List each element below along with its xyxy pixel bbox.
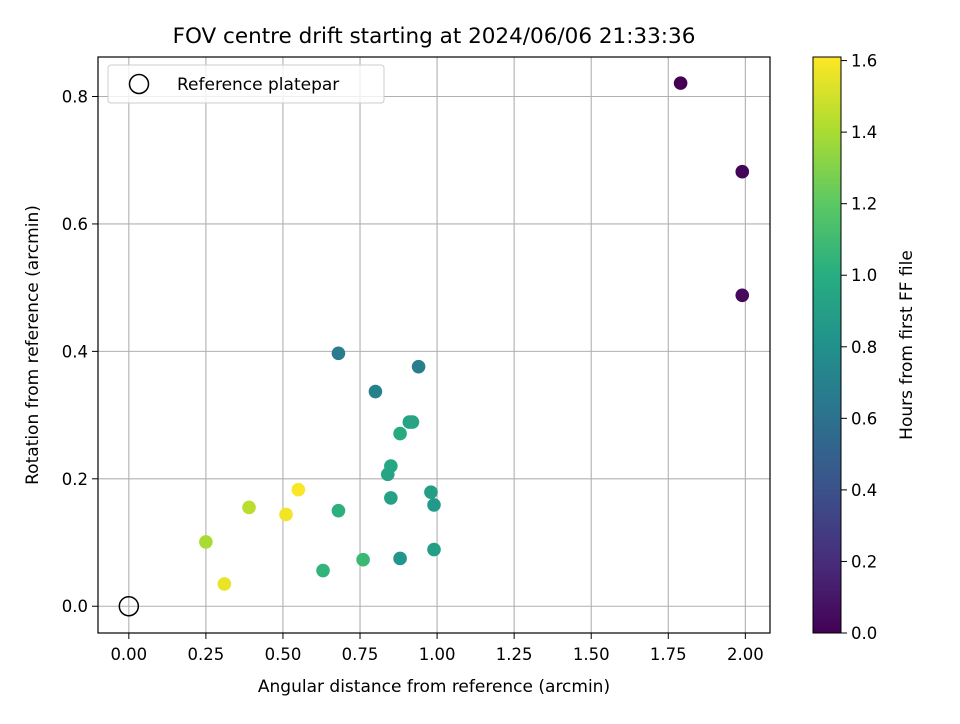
data-point (368, 384, 383, 399)
legend-label: Reference platepar (177, 75, 339, 95)
data-point (427, 498, 441, 512)
data-point (380, 467, 395, 482)
legend-box (107, 64, 385, 104)
colorbar-tick-label: 0.4 (851, 481, 877, 500)
x-tick-label: 2.00 (727, 645, 764, 664)
x-tick-label: 1.25 (496, 645, 533, 664)
y-tick-label: 0.4 (62, 342, 88, 361)
data-point (217, 577, 232, 591)
y-tick-label: 0.6 (62, 215, 88, 234)
data-point (356, 552, 370, 567)
colorbar-tick-label: 0.0 (851, 624, 877, 643)
colorbar-tick-label: 0.2 (851, 552, 877, 571)
colorbar-tick-label: 0.6 (851, 409, 877, 428)
data-point (424, 485, 438, 499)
reference-point (118, 595, 140, 617)
x-tick-label: 0.75 (342, 645, 379, 664)
x-axis-ticks: 0.00 0.25 0.50 0.75 1.00 1.25 1.50 1.75 2.00 (110, 633, 764, 664)
data-point (316, 563, 330, 578)
data-point (384, 491, 398, 505)
data-point (331, 503, 346, 518)
data-point (405, 415, 420, 429)
colorbar-tick-label: 1.4 (851, 123, 877, 142)
data-point (735, 288, 750, 303)
legend-marker (128, 73, 150, 95)
x-tick-label: 0.25 (188, 645, 225, 664)
data-point (673, 76, 688, 90)
y-tick-label: 0.8 (62, 88, 88, 107)
x-tick-label: 1.50 (573, 645, 610, 664)
data-point (393, 551, 407, 566)
chart-title: FOV centre drift starting at 2024/06/06 … (173, 24, 696, 49)
x-tick-label: 0.50 (265, 645, 302, 664)
colorbar-tick-label: 1.2 (851, 195, 877, 214)
colorbar-tick-label: 1.6 (851, 52, 877, 71)
colorbar-tick-label: 0.8 (851, 338, 877, 357)
data-point (242, 500, 256, 515)
data-points (118, 76, 750, 617)
y-axis-ticks: 0.0 0.2 0.4 0.6 0.8 (62, 88, 98, 616)
y-axis-label: Rotation from reference (arcmin) (23, 205, 43, 485)
colorbar-label: Hours from first FF file (897, 250, 917, 440)
colorbar: 0.0 0.2 0.4 0.6 0.8 1.0 1.2 1.4 1.6 Hours from f… (812, 52, 917, 643)
data-point (291, 482, 306, 497)
x-tick-label: 1.75 (650, 645, 687, 664)
x-tick-label: 0.00 (110, 645, 147, 664)
grid-lines (98, 57, 770, 633)
data-point (331, 346, 346, 361)
y-tick-label: 0.0 (62, 597, 88, 616)
y-tick-label: 0.2 (62, 470, 88, 489)
data-point (411, 359, 426, 374)
colorbar-gradient (812, 56, 842, 634)
data-point (427, 542, 441, 557)
plot-area-frame (97, 56, 771, 634)
legend: Reference platepar (107, 64, 385, 104)
x-axis-label: Angular distance from reference (arcmin) (258, 677, 610, 697)
colorbar-ticks: 0.0 0.2 0.4 0.6 0.8 1.0 1.2 1.4 1.6 (841, 52, 877, 643)
colorbar-tick-label: 1.0 (851, 266, 877, 285)
data-point (735, 164, 750, 179)
data-point (199, 535, 213, 549)
data-point (393, 426, 407, 441)
x-tick-label: 1.00 (419, 645, 456, 664)
data-point (279, 507, 293, 522)
